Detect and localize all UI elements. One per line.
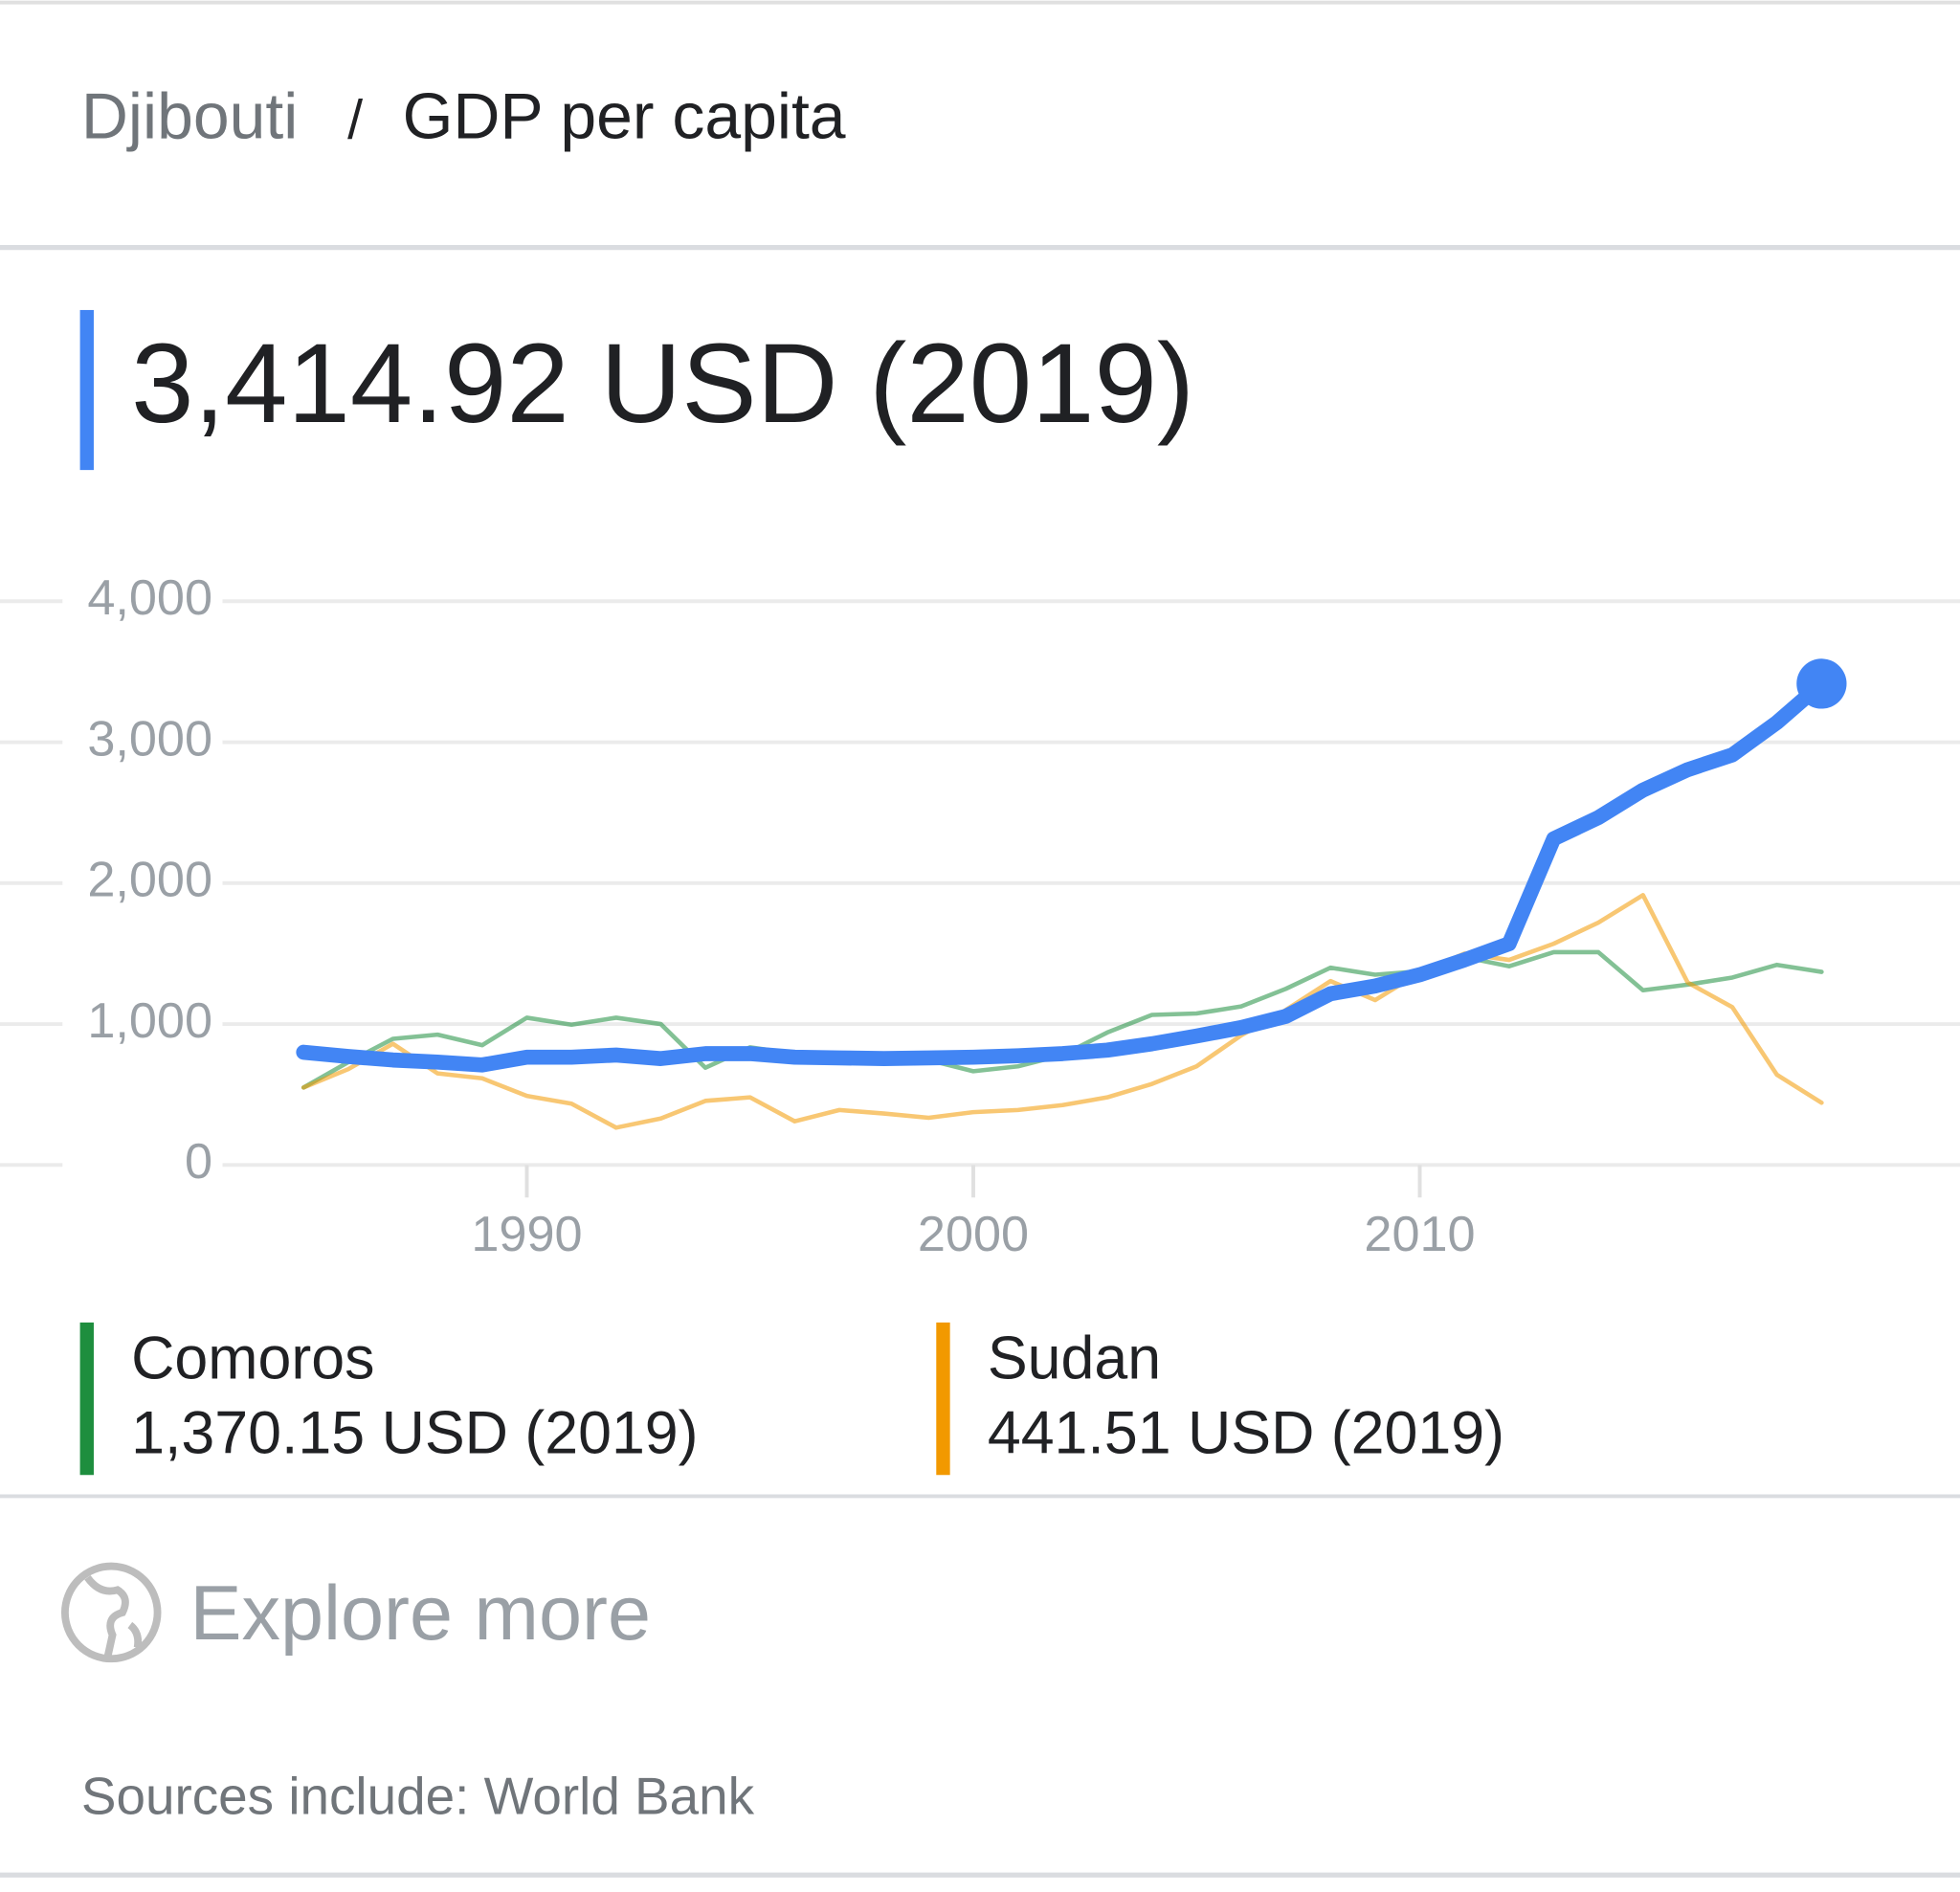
headline: 3,414.92 USD (2019) [131,321,1194,446]
y-tick-label: 3,000 [87,711,212,767]
legend-name[interactable]: Comoros [131,1324,374,1391]
legend-swatch [79,1322,94,1476]
series-line [301,893,1824,1130]
x-tick-label: 1990 [471,1207,582,1262]
tick-label-bg [62,993,223,1055]
legend-value: 441.51 USD (2019) [988,1400,1504,1467]
end-point [1796,658,1847,709]
legend-value: 1,370.15 USD (2019) [131,1400,698,1467]
tick-label-bg [62,712,223,772]
series-line [296,676,1830,1073]
headline-marker [79,309,94,471]
y-tick-label: 4,000 [87,570,212,626]
sources: Sources include: World Bank [81,1766,755,1825]
tick-label-bg [62,1134,223,1195]
globe-land [84,1574,143,1658]
y-tick-label: 0 [185,1134,212,1190]
tick-label-bg [62,570,223,632]
tick-label-bg [62,853,223,914]
globe-circle [60,1562,162,1663]
series-line [301,949,1824,1090]
explore-more[interactable]: Explore more [190,1570,652,1657]
legend-name[interactable]: Sudan [988,1324,1161,1391]
x-tick-label: 2010 [1364,1207,1475,1262]
y-tick-label: 1,000 [87,993,212,1049]
globe-icon[interactable] [60,1562,162,1663]
breadcrumb-separator: / [347,90,363,151]
breadcrumb-metric: GDP per capita [403,81,846,153]
legend-swatch [936,1322,950,1476]
x-tick-label: 2000 [918,1207,1029,1262]
y-tick-label: 2,000 [87,853,212,908]
breadcrumb-country[interactable]: Djibouti [81,81,298,153]
plot: 0 1,000 2,000 3,000 4,000 1990 2000 2010 [0,570,1960,1262]
